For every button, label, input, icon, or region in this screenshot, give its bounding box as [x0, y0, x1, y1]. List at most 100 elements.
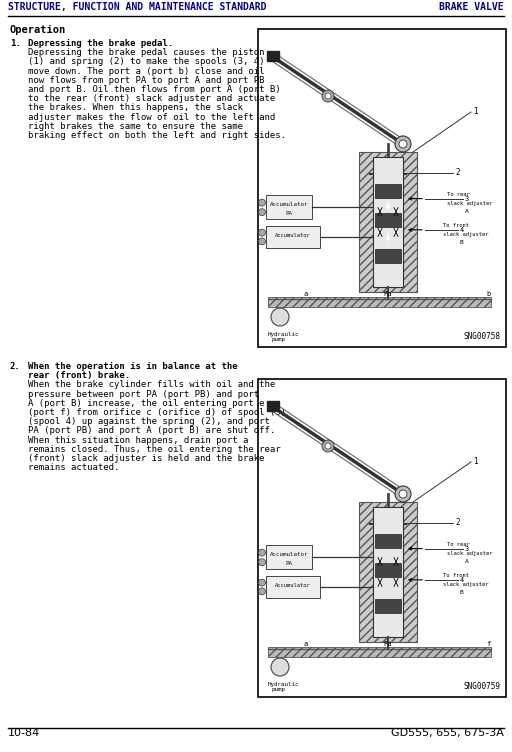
Text: Hydraulic: Hydraulic: [268, 332, 300, 337]
Bar: [375, 599, 401, 612]
Text: and port B. Oil then flows from port A (port B): and port B. Oil then flows from port A (…: [28, 85, 281, 94]
Circle shape: [399, 140, 407, 148]
Text: PA: PA: [286, 211, 292, 216]
Text: now flows from port PA to port A and port PB: now flows from port PA to port A and por…: [28, 76, 265, 85]
Text: Operation: Operation: [10, 25, 66, 35]
Text: To rear: To rear: [447, 192, 470, 196]
Bar: [258, 379, 506, 697]
Text: right brakes the same to ensure the same: right brakes the same to ensure the same: [28, 122, 243, 131]
Text: 1.: 1.: [10, 39, 21, 48]
Circle shape: [271, 308, 289, 326]
Text: When the brake cylinder fills with oil and the: When the brake cylinder fills with oil a…: [28, 381, 275, 390]
Circle shape: [322, 90, 334, 102]
Circle shape: [259, 238, 266, 245]
Text: To front: To front: [443, 223, 469, 228]
Text: rear (front) brake.: rear (front) brake.: [28, 371, 130, 381]
Text: to the rear (front) slack adjuster and actuate: to the rear (front) slack adjuster and a…: [28, 94, 275, 103]
Text: Pa: Pa: [383, 291, 392, 297]
Text: 1: 1: [473, 108, 478, 117]
Circle shape: [325, 93, 331, 99]
Text: (port f) from orifice c (orifice d) of spool (3): (port f) from orifice c (orifice d) of s…: [28, 408, 286, 417]
Text: SNG00759: SNG00759: [464, 682, 501, 691]
Text: f: f: [486, 641, 490, 647]
Bar: [268, 647, 491, 657]
Text: adjuster makes the flow of oil to the left and: adjuster makes the flow of oil to the le…: [28, 113, 275, 122]
Text: To front: To front: [443, 573, 469, 578]
Text: 2: 2: [455, 168, 460, 177]
Text: 2: 2: [455, 518, 460, 527]
Text: B: B: [460, 590, 464, 595]
Text: SNG00758: SNG00758: [464, 332, 501, 341]
Text: 1: 1: [473, 457, 478, 466]
Text: Accumulator: Accumulator: [270, 552, 308, 557]
Bar: [375, 563, 401, 578]
Circle shape: [325, 443, 331, 449]
Text: move down. The port a (port b) close and oil: move down. The port a (port b) close and…: [28, 67, 265, 76]
Text: pressure between port PA (port PB) and port: pressure between port PA (port PB) and p…: [28, 390, 259, 399]
Text: a: a: [303, 641, 307, 647]
Text: When this situation happens, drain port a: When this situation happens, drain port …: [28, 435, 248, 444]
Text: pump: pump: [272, 337, 286, 342]
Bar: [266, 576, 320, 598]
Bar: [266, 226, 320, 248]
Circle shape: [271, 658, 289, 676]
Text: the brakes. When this happens, the slack: the brakes. When this happens, the slack: [28, 104, 243, 112]
Bar: [266, 196, 312, 220]
Text: 3: 3: [465, 546, 470, 552]
Text: Accumulator: Accumulator: [275, 233, 311, 238]
Bar: [375, 248, 401, 262]
Text: PA: PA: [286, 561, 292, 566]
Text: slack adjuster: slack adjuster: [443, 582, 488, 587]
Bar: [375, 533, 401, 547]
Bar: [375, 183, 401, 198]
Text: B: B: [460, 240, 464, 245]
Text: remains closed. Thus, the oil entering the rear: remains closed. Thus, the oil entering t…: [28, 444, 281, 453]
Text: STRUCTURE, FUNCTION AND MAINTENANCE STANDARD: STRUCTURE, FUNCTION AND MAINTENANCE STAN…: [8, 2, 267, 12]
Text: slack adjuster: slack adjuster: [443, 232, 488, 237]
Text: slack adjuster: slack adjuster: [447, 550, 493, 556]
Bar: [359, 502, 417, 642]
Text: (front) slack adjuster is held and the brake: (front) slack adjuster is held and the b…: [28, 454, 265, 463]
Text: (1) and spring (2) to make the spools (3, 4): (1) and spring (2) to make the spools (3…: [28, 57, 265, 66]
Circle shape: [259, 549, 266, 556]
Text: braking effect on both the left and right sides.: braking effect on both the left and righ…: [28, 131, 286, 140]
Text: 10-84: 10-84: [8, 728, 40, 738]
Bar: [375, 214, 401, 227]
Circle shape: [259, 588, 266, 595]
Text: A (port B) increase, the oil entering port e: A (port B) increase, the oil entering po…: [28, 399, 265, 408]
Text: BRAKE VALVE: BRAKE VALVE: [439, 2, 504, 12]
Text: A: A: [465, 208, 469, 214]
Bar: [373, 507, 403, 637]
Text: Pa: Pa: [383, 641, 392, 647]
Bar: [266, 545, 312, 569]
Text: 4: 4: [460, 227, 464, 233]
Circle shape: [395, 486, 411, 502]
Circle shape: [259, 209, 266, 216]
Text: PA (port PB) and port A (port B) are shut off.: PA (port PB) and port A (port B) are shu…: [28, 426, 275, 435]
Circle shape: [259, 559, 266, 566]
Text: To rear: To rear: [447, 541, 470, 547]
Text: pump: pump: [272, 687, 286, 692]
Text: Accumulator: Accumulator: [270, 202, 308, 207]
Text: When the operation is in balance at the: When the operation is in balance at the: [28, 362, 238, 371]
Circle shape: [395, 136, 411, 152]
Text: Accumulator: Accumulator: [275, 584, 311, 588]
Text: 3: 3: [465, 196, 470, 202]
Circle shape: [399, 490, 407, 498]
Text: 2.: 2.: [10, 362, 21, 371]
Bar: [359, 152, 417, 292]
Text: slack adjuster: slack adjuster: [447, 201, 493, 205]
Text: GD555, 655, 675-3A: GD555, 655, 675-3A: [391, 728, 504, 738]
Bar: [258, 29, 506, 347]
Bar: [373, 157, 403, 287]
Text: 4: 4: [460, 577, 464, 583]
Text: Depressing the brake pedal causes the piston: Depressing the brake pedal causes the pi…: [28, 48, 265, 57]
Text: b: b: [486, 291, 490, 297]
Text: (spool 4) up against the spring (2), and port: (spool 4) up against the spring (2), and…: [28, 417, 270, 426]
Circle shape: [322, 440, 334, 452]
Bar: [268, 297, 491, 307]
Text: A: A: [465, 559, 469, 563]
Circle shape: [259, 199, 266, 206]
Text: Hydraulic: Hydraulic: [268, 682, 300, 687]
Text: Depressing the brake pedal.: Depressing the brake pedal.: [28, 39, 173, 48]
